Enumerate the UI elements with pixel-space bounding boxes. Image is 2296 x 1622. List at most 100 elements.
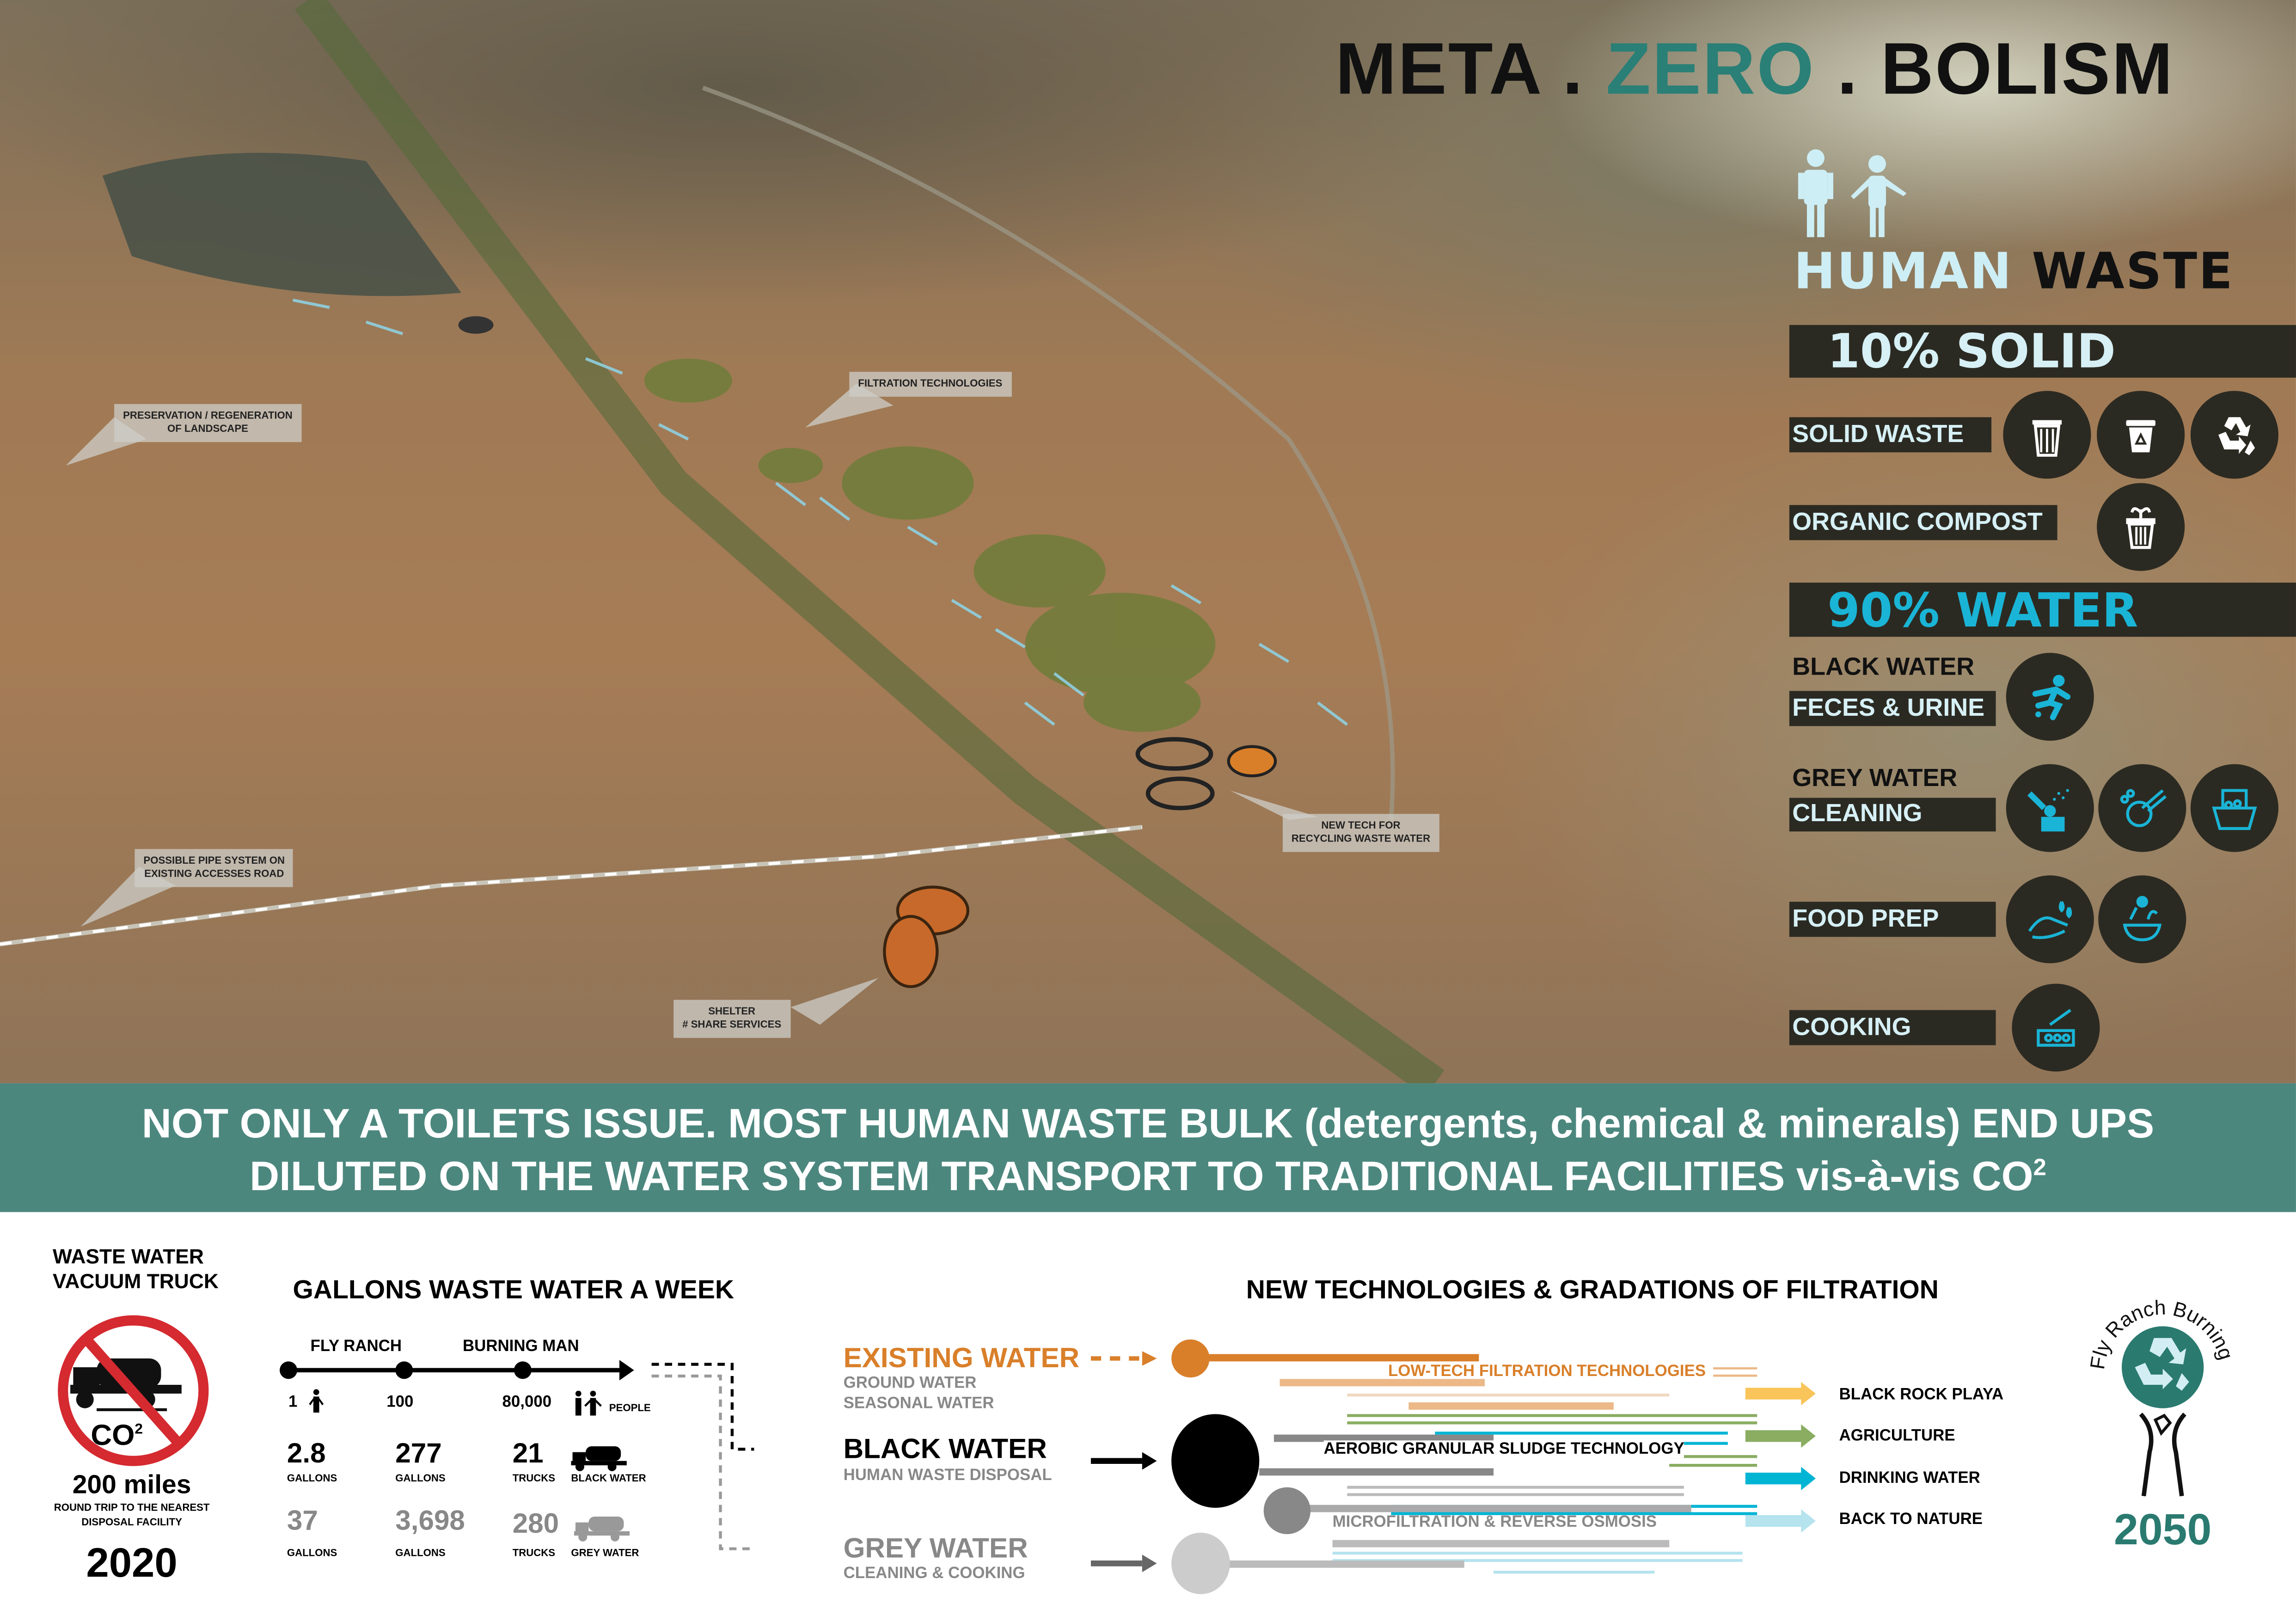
filter-line: [1669, 1455, 1757, 1458]
callout-text: PRESERVATION / REGENERATION: [123, 411, 293, 422]
statement-line-1: NOT ONLY A TOILETS ISSUE. MOST HUMAN WAS…: [141, 1100, 2155, 1146]
fly-ranch-burning-man-logo: Fly Ranch Burning Man 2050: [2079, 1282, 2239, 1552]
callout-pointer: [790, 977, 879, 1025]
output-arrowhead: [1801, 1509, 1816, 1533]
output-back-to-nature: BACK TO NATURE: [1839, 1511, 1983, 1529]
grey-stream: [1215, 1560, 1464, 1568]
output-arrowhead: [1801, 1424, 1816, 1448]
no-truck-icon: [58, 1315, 209, 1466]
recycle-icon: [2190, 391, 2278, 479]
people-count: 100: [386, 1394, 414, 1412]
food-prep-label: FOOD PREP: [1792, 904, 1939, 933]
filter-line: [1332, 1540, 1670, 1548]
unit-label: TRUCKS: [512, 1548, 556, 1559]
recycle-bin-icon: [2097, 391, 2185, 479]
person-icon: [309, 1389, 324, 1413]
timeline-dot: [514, 1361, 532, 1379]
year-2020: 2020: [86, 1540, 178, 1585]
cleaning-label: CLEANING: [1792, 799, 1923, 827]
people-label: PEOPLE: [609, 1404, 651, 1414]
black-water-value: 2.8: [287, 1439, 326, 1470]
arrowhead: [1142, 1554, 1157, 1573]
vacuum-truck-title: WASTE WATER VACUUM TRUCK: [53, 1244, 219, 1294]
title-line: VACUUM TRUCK: [53, 1269, 219, 1293]
filter-line: [1713, 1367, 1757, 1370]
label-bar: [1789, 798, 1996, 832]
dish-washing-icon: [2098, 764, 2186, 852]
cooking-pot-icon: [2012, 983, 2100, 1072]
callout-text: NEW TECH FOR: [1321, 821, 1401, 832]
output-arrow-shaft: [1745, 1472, 1804, 1485]
arrowhead: [1142, 1351, 1157, 1366]
grey-water-trucks: 280: [512, 1509, 559, 1540]
gallons-title: GALLONS WASTE WATER A WEEK: [293, 1275, 735, 1304]
grey-water-label: GREY WATER: [1792, 764, 1958, 792]
filter-line: [1332, 1559, 1743, 1562]
filter-line: [1296, 1505, 1691, 1512]
burning-man-label: BURNING MAN: [462, 1338, 579, 1356]
filter-line: [1391, 1512, 1757, 1515]
unit-label: GALLONS: [287, 1474, 337, 1485]
people-count: 1: [288, 1394, 298, 1412]
unit-label: GALLONS: [395, 1548, 446, 1559]
pipe-system-line: [0, 825, 1143, 946]
co-text: CO: [91, 1420, 135, 1452]
filter-line: [1669, 1464, 1757, 1467]
round-trip-desc: ROUND TRIP TO THE NEAREST DISPOSAL FACILI…: [29, 1502, 234, 1531]
aerobic-label: AEROBIC GRANULAR SLUDGE TECHNOLOGY: [1323, 1440, 1684, 1458]
filtration-diagram: [1090, 1339, 1816, 1594]
filter-line: [1435, 1432, 1728, 1435]
output-arrow-shaft: [1745, 1388, 1804, 1400]
callout-text: # SHARE SERVICES: [682, 1020, 782, 1031]
recycling-structures: [458, 316, 1277, 811]
filter-line: [1332, 1551, 1743, 1555]
callout-text: SHELTER: [708, 1007, 756, 1018]
timeline-dot: [395, 1361, 413, 1379]
logo-recycle-icon: [2135, 1338, 2189, 1391]
heading-human: HUMAN: [1794, 243, 2013, 302]
callout-text: OF LANDSCAPE: [167, 424, 248, 435]
filter-line: [1494, 1571, 1655, 1574]
unit-label: GALLONS: [395, 1474, 446, 1485]
logo-figure-head: [2153, 1413, 2172, 1436]
output-arrow-shaft: [1745, 1430, 1804, 1442]
miles-value: 200 miles: [72, 1469, 191, 1499]
filter-line: [1713, 1374, 1757, 1377]
feces-urine-label: FECES & URINE: [1792, 694, 1985, 722]
logo-figure: [2139, 1413, 2186, 1497]
title-separator: .: [1815, 28, 1881, 110]
arrowhead: [1142, 1452, 1157, 1470]
trash-can-icon: [2003, 391, 2091, 479]
existing-water-node: [1171, 1339, 1210, 1378]
output-agriculture: AGRICULTURE: [1839, 1427, 1955, 1445]
black-water-source: BLACK WATER: [843, 1434, 1047, 1466]
filter-line: [1347, 1421, 1757, 1425]
human-waste-disposal-label: HUMAN WASTE DISPOSAL: [843, 1467, 1052, 1485]
desc-line: DISPOSAL FACILITY: [81, 1518, 182, 1529]
grey-water-source: GREY WATER: [843, 1534, 1028, 1565]
timeline-dot: [280, 1361, 298, 1379]
black-water-node: [1171, 1414, 1260, 1508]
people-count: 80,000: [502, 1394, 552, 1412]
timeline-connectors: [280, 1360, 754, 1550]
superscript: 2: [2033, 1156, 2046, 1181]
unit-label: TRUCKS: [512, 1474, 556, 1485]
output-arrowhead: [1801, 1467, 1816, 1490]
callout-text: FILTRATION TECHNOLOGIES: [858, 379, 1003, 390]
heading-waste: WASTE: [2032, 243, 2235, 302]
timeline-arrowhead: [619, 1360, 634, 1381]
output-drinking-water: DRINKING WATER: [1839, 1469, 1980, 1487]
grey-truck-icon: [574, 1516, 630, 1542]
shelter-structures: [883, 885, 970, 989]
human-waste-heading: HUMAN WASTE: [1794, 243, 2234, 302]
microfiltration-node: [1263, 1487, 1311, 1534]
desc-line: ROUND TRIP TO THE NEAREST: [54, 1503, 210, 1514]
black-water-label: BLACK WATER: [1792, 653, 1975, 681]
shower-icon: [2006, 764, 2094, 852]
seasonal-water-label: SEASONAL WATER: [843, 1395, 994, 1413]
solid-percentage: 10% SOLID: [1827, 323, 2116, 379]
label-bar: [1789, 505, 2057, 541]
callout-text: POSSIBLE PIPE SYSTEM ON: [143, 856, 285, 867]
statement-banner: NOT ONLY A TOILETS ISSUE. MOST HUMAN WAS…: [0, 1083, 2296, 1212]
low-tech-label: LOW-TECH FILTRATION TECHNOLOGIES: [1388, 1363, 1706, 1381]
